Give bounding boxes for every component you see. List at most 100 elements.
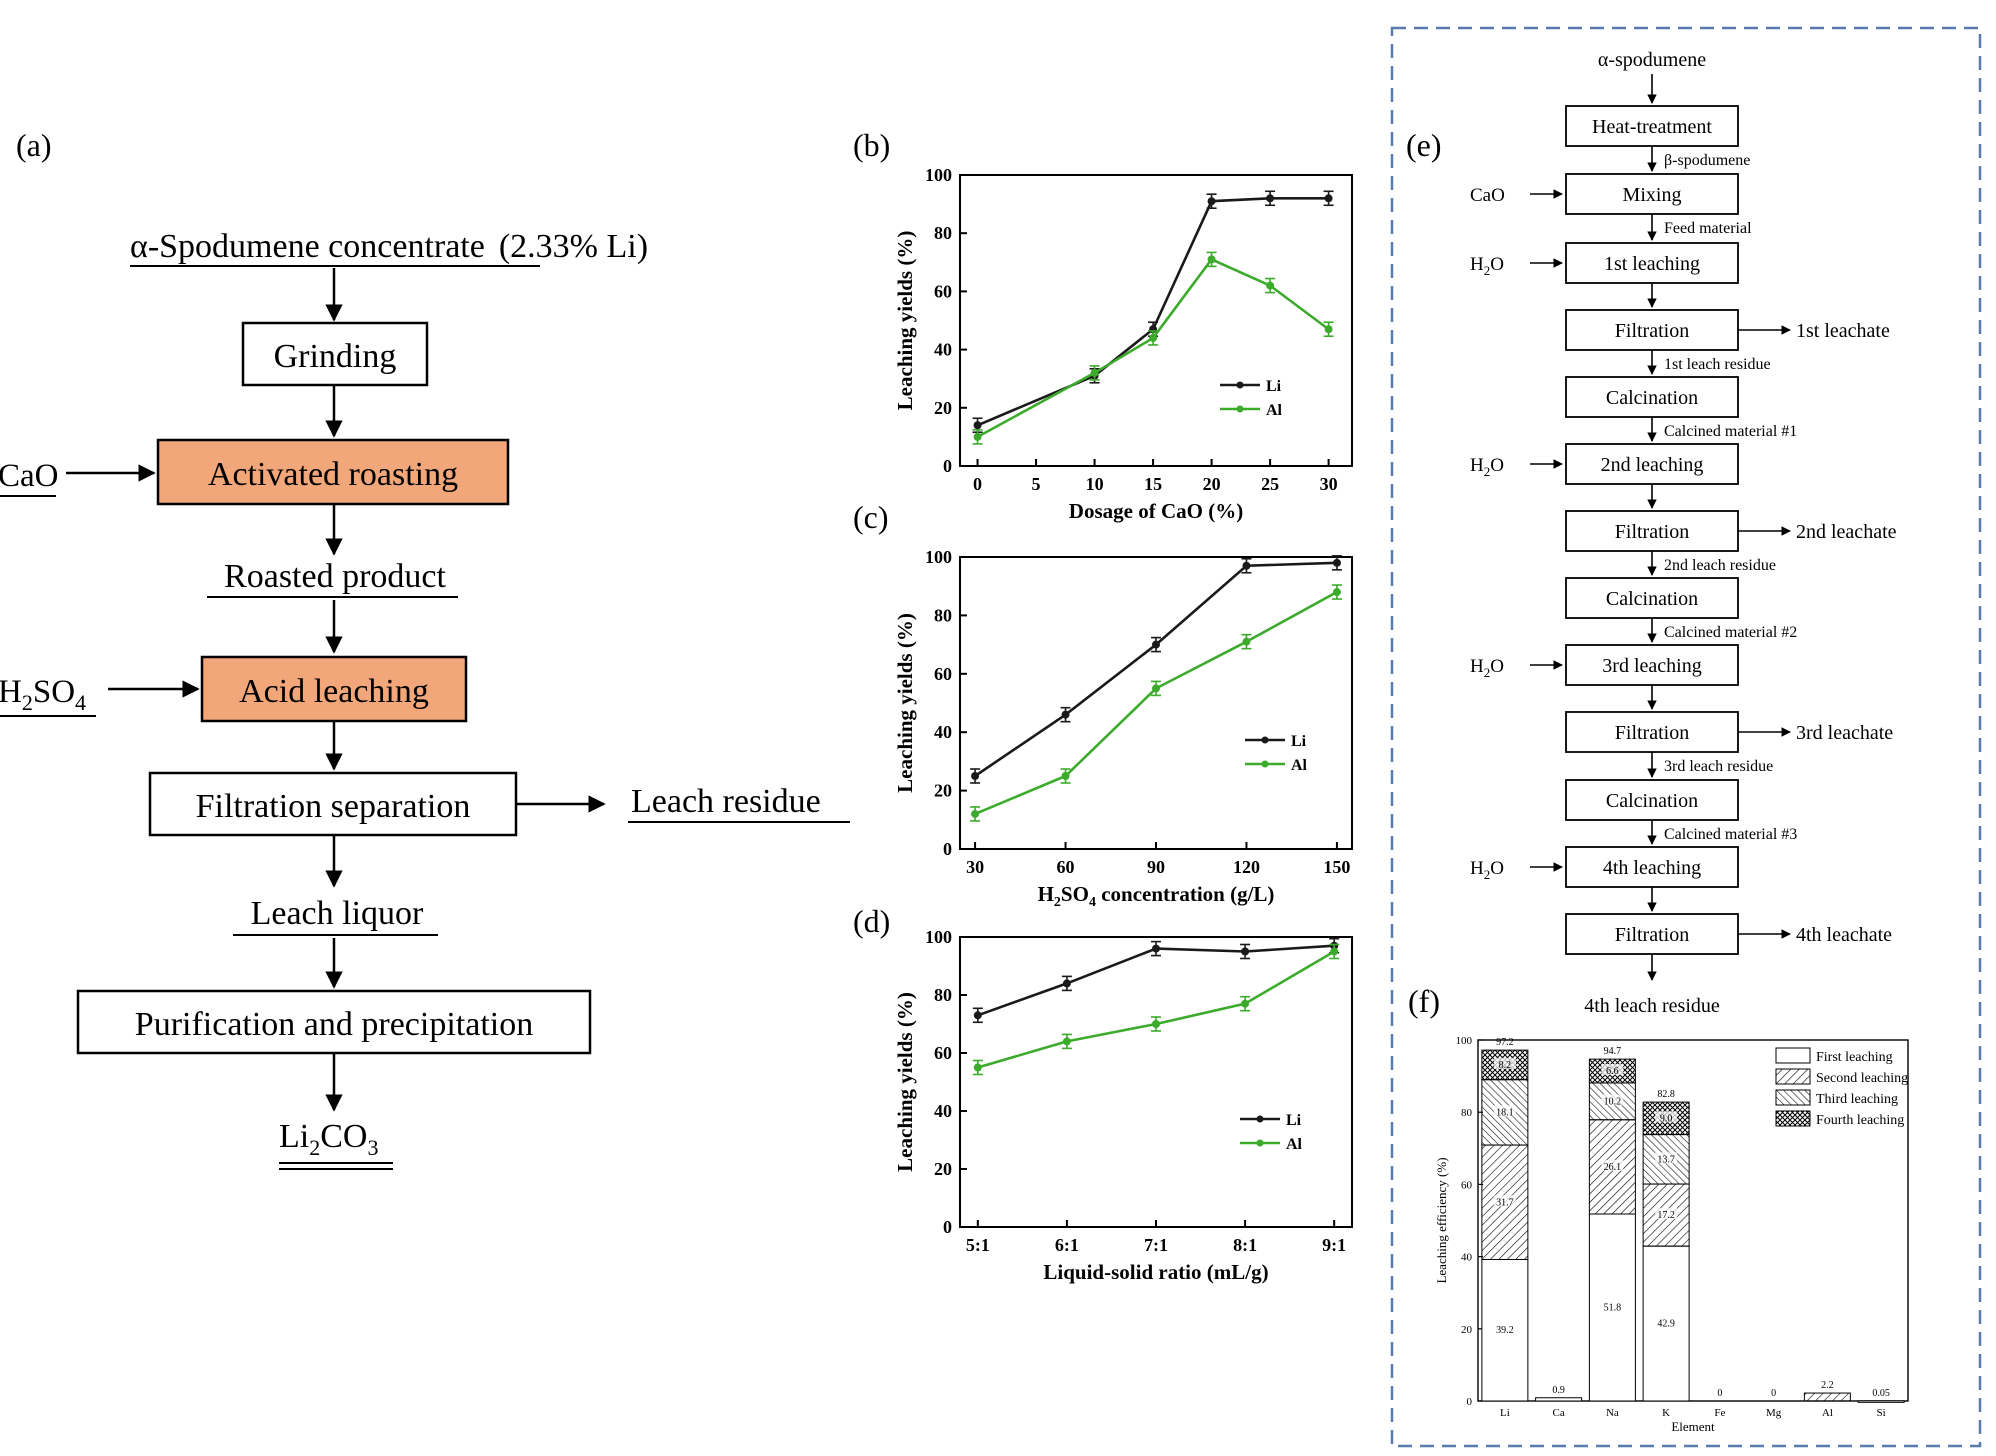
x-tick-label: 120 (1233, 857, 1260, 877)
intermediate-label: 1st leach residue (1664, 356, 1771, 373)
x-tick-label: 9:1 (1322, 1235, 1346, 1255)
intermediate-label: Calcined material #3 (1664, 826, 1797, 843)
y-tick-label: 80 (934, 605, 952, 625)
panel-e-flowchart: (e) α-spodumene (1390, 26, 1982, 1448)
data-point-al (1149, 333, 1158, 342)
y-tick-label: 0 (943, 456, 952, 476)
x-tick-label: 60 (1057, 857, 1075, 877)
segment-label: 42.9 (1657, 1319, 1675, 1330)
leach-residue-label: Leach residue (631, 783, 821, 820)
y-tick-label: 80 (1461, 1107, 1473, 1119)
leaching-2-box (1565, 443, 1739, 485)
spodumene-grade: (2.33% Li) (499, 228, 648, 265)
x-tick-label: Li (1500, 1407, 1510, 1419)
segment-label: 31.7 (1496, 1197, 1514, 1208)
data-point-al (973, 432, 982, 441)
bar-total-label: 0 (1771, 1388, 1776, 1399)
y-tick-label: 60 (934, 664, 952, 684)
leachate-output: 4th leachate (1796, 924, 1892, 946)
leaching-4-box (1565, 846, 1739, 888)
data-point-al (1241, 999, 1250, 1008)
intermediate-label: 2nd leach residue (1664, 557, 1776, 574)
filtration-1-label: Filtration (1615, 320, 1689, 342)
filtration-separation-label: Filtration separation (196, 788, 471, 825)
y-tick-label: 100 (925, 927, 952, 947)
bar-total-label: 82.8 (1657, 1089, 1675, 1100)
grinding-box (241, 321, 429, 387)
segment-label-bg (1493, 1057, 1516, 1069)
chart-panel-label: (f) (1408, 983, 1440, 1019)
cao-input-label: CaO (0, 458, 59, 494)
filtration-3-label: Filtration (1615, 722, 1689, 744)
cao-input: CaO (1470, 185, 1505, 206)
legend-label: Li (1291, 733, 1307, 750)
legend-label: Al (1291, 757, 1308, 774)
chart-d: (d) 0 20 40 60 80 100 5:1 6:1 7:1 8:1 9:1 Leaching y… (853, 903, 1353, 1284)
y-axis-label: Leaching efficiency (%) (1434, 1157, 1449, 1283)
legend-label: Li (1286, 1112, 1302, 1129)
leaching-1-label: 1st leaching (1604, 253, 1700, 275)
legend-marker (1256, 1115, 1264, 1123)
heat-treatment-label: Heat-treatment (1592, 116, 1712, 138)
data-point-al (1242, 637, 1251, 646)
leach-liquor-label: Leach liquor (251, 895, 424, 932)
series-line-li (974, 561, 1337, 778)
data-point-li (1332, 558, 1341, 567)
segment-label-bg (1655, 1208, 1678, 1220)
y-tick-label: 100 (925, 547, 952, 567)
li2co3-product-label: Li2CO3 (279, 1118, 378, 1160)
intermediate-label: Calcined material #1 (1664, 423, 1797, 440)
heat-treatment-box (1565, 105, 1739, 147)
segment-label: 39.2 (1496, 1325, 1514, 1336)
chart-panel-label: (b) (853, 127, 890, 163)
filtration-2-label: Filtration (1615, 521, 1689, 543)
stacked-bar-segment (1803, 1392, 1851, 1402)
x-tick-label: K (1662, 1407, 1670, 1419)
filtration-2-box (1565, 510, 1739, 552)
series-line-al (974, 590, 1338, 816)
data-point-al (1090, 368, 1099, 377)
data-point-li (973, 1011, 982, 1020)
y-tick-label: 40 (934, 722, 952, 742)
h2o-input: H2O (1470, 858, 1504, 882)
series-line-al (977, 950, 1335, 1069)
y-tick-label: 40 (934, 340, 952, 360)
purification-label: Purification and precipitation (135, 1006, 533, 1043)
leaching-1-box (1565, 242, 1739, 284)
data-point-li (1062, 979, 1071, 988)
y-tick-label: 20 (1461, 1324, 1473, 1336)
panel-e-steps: Heat-treatment β-spodumene Mixing CaO Feed m… (1470, 74, 1897, 1017)
data-point-al (1330, 947, 1339, 956)
mixing-label: Mixing (1623, 184, 1682, 206)
panel-a-label: (a) (16, 127, 52, 163)
chart-panel-label: (d) (853, 903, 890, 939)
mixing-box (1565, 173, 1739, 215)
data-point-al (1152, 684, 1160, 693)
y-axis-label: Leaching yields (%) (893, 613, 917, 793)
panel-a-flowchart: (a) α-Spodumene concentrate (2.33% Li) Gr… (0, 127, 850, 1170)
data-point-al (1207, 255, 1216, 264)
segment-label: 6.6 (1606, 1066, 1619, 1077)
filtration-1-box (1565, 309, 1739, 351)
stacked-bar-segment (1535, 1397, 1583, 1402)
x-tick-label: Na (1606, 1407, 1619, 1419)
segment-label: 13.7 (1657, 1154, 1675, 1165)
stacked-bar-segment (1857, 1400, 1905, 1403)
leachate-output: 2nd leachate (1796, 521, 1897, 543)
y-tick-label: 80 (934, 223, 952, 243)
segment-label-bg (1601, 1064, 1624, 1076)
legend-marker (1261, 736, 1269, 744)
purification-box (76, 989, 592, 1055)
grinding-label: Grinding (274, 338, 397, 375)
bar-total-label: 97.2 (1496, 1037, 1514, 1048)
segment-label-bg (1493, 1195, 1516, 1207)
spodumene-name: α-Spodumene concentrate (130, 228, 485, 265)
segment-label-bg (1655, 1152, 1678, 1164)
spodumene-concentrate-title: α-Spodumene concentrate (2.33% Li) (130, 228, 648, 265)
final-residue-label: 4th leach residue (1584, 995, 1720, 1017)
x-axis-label: H2SO4 concentration (g/L) (1038, 882, 1275, 910)
calcination-2-box (1565, 577, 1739, 619)
legend-marker (1236, 405, 1244, 413)
x-tick-label: Al (1822, 1407, 1833, 1419)
x-tick-label: 5 (1032, 474, 1041, 494)
